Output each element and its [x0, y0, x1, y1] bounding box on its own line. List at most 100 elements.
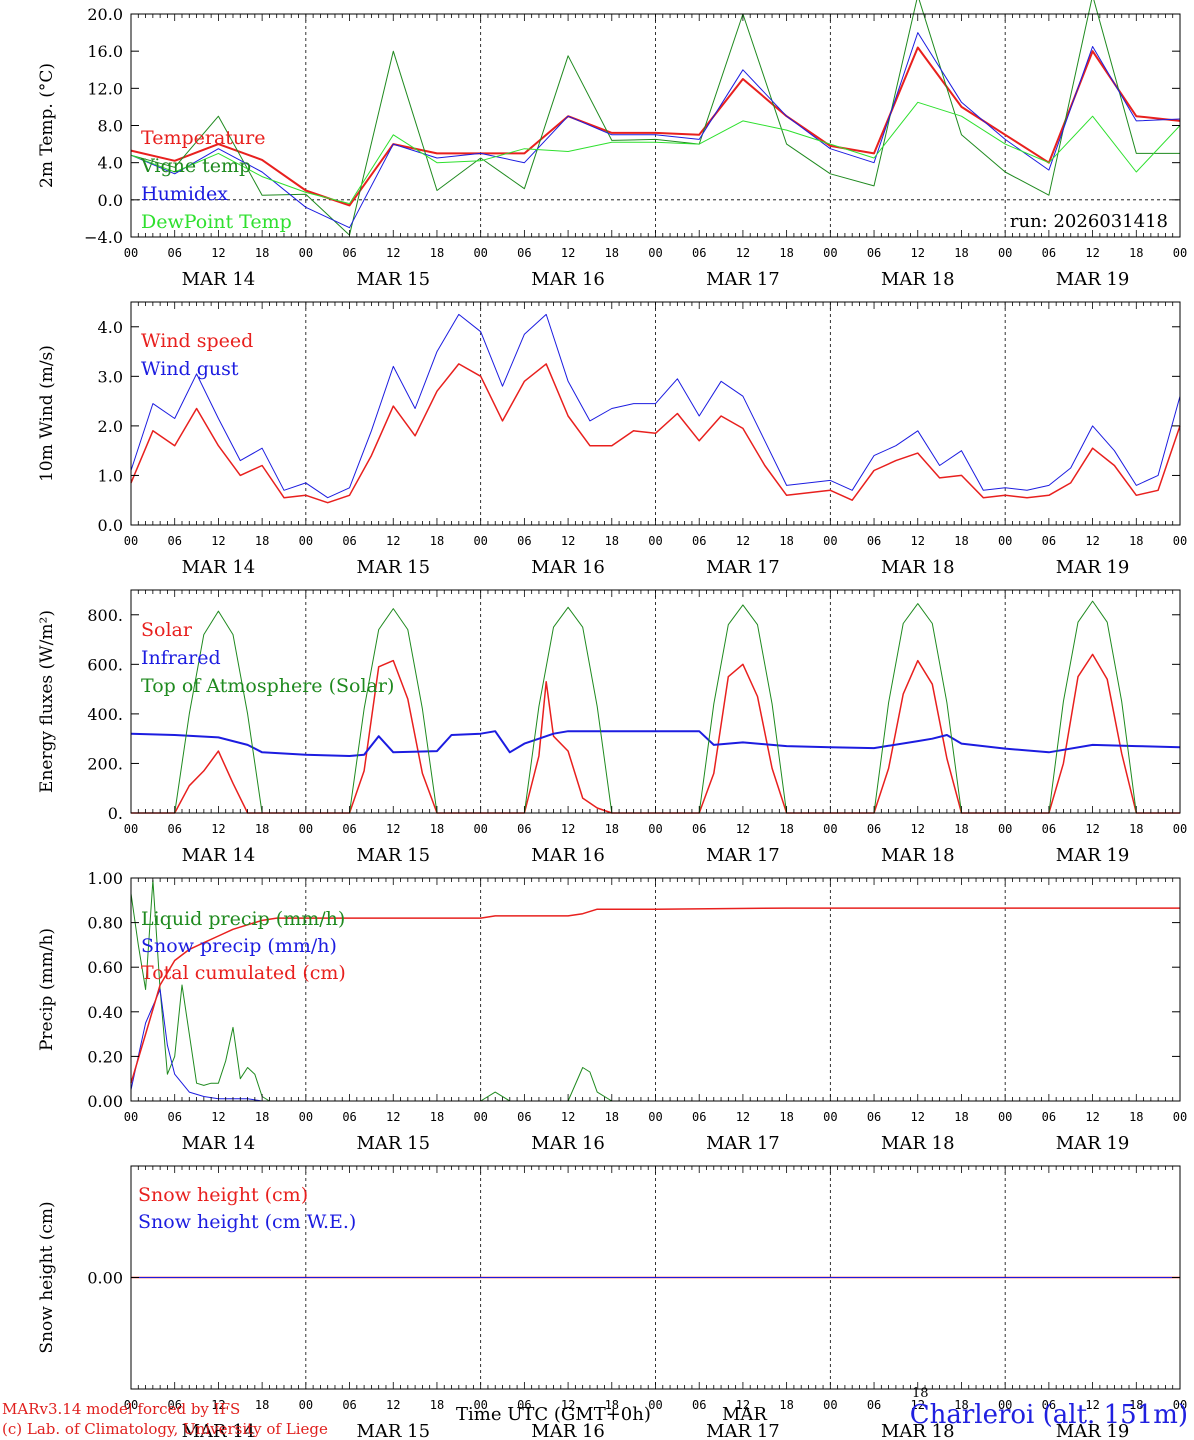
y-tick-label: 12.0: [87, 79, 123, 98]
x-tick-label: 00: [473, 246, 487, 260]
x-tick-label: 18: [779, 822, 793, 836]
legend-entry: Top of Atmosphere (Solar): [141, 675, 394, 697]
day-label: MAR 16: [531, 557, 605, 578]
x-tick-label: 06: [692, 822, 706, 836]
series-line-2: [130, 0, 1180, 236]
x-tick-label: 12: [1085, 1110, 1099, 1124]
x-tick-label: 12: [211, 246, 225, 260]
series-line-1: [130, 363, 1181, 504]
x-tick-label: 00: [648, 1110, 662, 1124]
x-tick-label: 12: [386, 246, 400, 260]
x-tick-label: 06: [1042, 246, 1056, 260]
day-label: MAR 15: [356, 1133, 430, 1154]
x-tick-label: 06: [517, 1110, 531, 1124]
y-tick-label: 0.80: [87, 914, 123, 933]
x-tick-label: 18: [605, 1398, 619, 1412]
y-tick-label: 0.40: [87, 1003, 123, 1022]
x-tick-label: 18: [779, 1110, 793, 1124]
x-tick-label: 12: [736, 534, 750, 548]
y-tick-label: 0.0: [98, 516, 123, 535]
x-tick-label: 12: [211, 534, 225, 548]
series-line-1: [130, 879, 1180, 1102]
x-tick-label: 12: [1085, 246, 1099, 260]
legend-entry: Liquid precip (mm/h): [141, 908, 345, 930]
x-tick-label: 06: [517, 1398, 531, 1412]
y-tick-label: 0.00: [87, 1269, 123, 1288]
x-tick-label: 06: [867, 534, 881, 548]
legend-entry: Total cumulated (cm): [141, 962, 346, 984]
y-axis-label: 2m Temp. (°C): [37, 63, 57, 188]
time-axis-label: Time UTC (GMT+0h): [456, 1404, 651, 1425]
x-tick-label: 12: [736, 822, 750, 836]
x-tick-label: 00: [998, 822, 1012, 836]
legend-entry: Wind gust: [141, 358, 239, 380]
x-tick-label: 00: [998, 1110, 1012, 1124]
series-line-3: [130, 907, 1180, 1084]
x-tick-label: 06: [1042, 1398, 1056, 1412]
x-tick-label: 18: [255, 822, 269, 836]
x-tick-label: 18: [255, 1110, 269, 1124]
day-label: MAR 15: [356, 845, 430, 866]
x-tick-label: 00: [998, 1398, 1012, 1412]
x-tick-label: 00: [299, 822, 313, 836]
run-annotation: run: 2026031418: [1010, 211, 1168, 232]
day-label: MAR 18: [881, 845, 955, 866]
x-tick-label: 00: [1173, 822, 1187, 836]
day-label: MAR 18: [881, 1421, 955, 1440]
y-tick-label: 0.0: [98, 191, 123, 210]
series-line-1: [130, 46, 1181, 207]
day-label: MAR 16: [531, 845, 605, 866]
x-tick-label: 06: [517, 822, 531, 836]
legend-entry: Humidex: [141, 183, 228, 205]
day-label: MAR 17: [706, 1421, 780, 1440]
x-tick-label: 06: [342, 822, 356, 836]
x-tick-label: 06: [692, 1398, 706, 1412]
x-tick-label: 12: [561, 534, 575, 548]
x-tick-label: 06: [867, 1110, 881, 1124]
y-tick-label: 16.0: [87, 42, 123, 61]
x-tick-label: 00: [124, 1398, 138, 1412]
legend-entry: DewPoint Temp: [141, 211, 292, 233]
plot-frame: [130, 589, 1181, 814]
x-tick-label: 00: [1173, 534, 1187, 548]
x-tick-label: 06: [867, 822, 881, 836]
day-label: MAR 14: [182, 557, 256, 578]
day-label: MAR 19: [1056, 269, 1130, 290]
x-tick-label: 12: [1085, 822, 1099, 836]
x-tick-label: 06: [167, 822, 181, 836]
x-tick-label: 06: [167, 246, 181, 260]
x-tick-label: 00: [648, 534, 662, 548]
day-label: MAR 18: [881, 1133, 955, 1154]
legend-entry: Wind speed: [141, 330, 253, 352]
x-tick-label: 00: [823, 534, 837, 548]
day-label: MAR 19: [1056, 1421, 1130, 1440]
x-tick-label: 00: [473, 822, 487, 836]
x-tick-label: 18: [1129, 246, 1143, 260]
x-tick-label: 12: [211, 822, 225, 836]
x-tick-label: 18: [779, 246, 793, 260]
x-tick-label: 06: [167, 1110, 181, 1124]
x-tick-label: 12: [561, 1398, 575, 1412]
x-tick-label: 12: [561, 246, 575, 260]
day-label: MAR 15: [356, 557, 430, 578]
x-tick-label: 06: [342, 1110, 356, 1124]
y-tick-label: 0.20: [87, 1047, 123, 1066]
y-tick-label: 400.: [87, 705, 123, 724]
day-label: MAR 19: [1056, 845, 1130, 866]
plot-frame: [130, 301, 1181, 526]
x-tick-label: 12: [211, 1398, 225, 1412]
x-tick-label: 06: [517, 246, 531, 260]
y-tick-label: 800.: [87, 606, 123, 625]
day-label: MAR 18: [881, 269, 955, 290]
x-tick-label: 18: [605, 822, 619, 836]
legend-entry: Snow height (cm W.E.): [138, 1211, 356, 1233]
day-marker: 18: [912, 1386, 929, 1401]
plot-frame: [130, 13, 1181, 238]
x-tick-label: 18: [779, 1398, 793, 1412]
y-tick-label: 0.: [108, 804, 123, 823]
x-tick-label: 12: [911, 1398, 925, 1412]
series-line-3: [130, 32, 1181, 229]
x-tick-label: 18: [430, 246, 444, 260]
x-tick-label: 12: [211, 1110, 225, 1124]
x-tick-label: 00: [1173, 246, 1187, 260]
